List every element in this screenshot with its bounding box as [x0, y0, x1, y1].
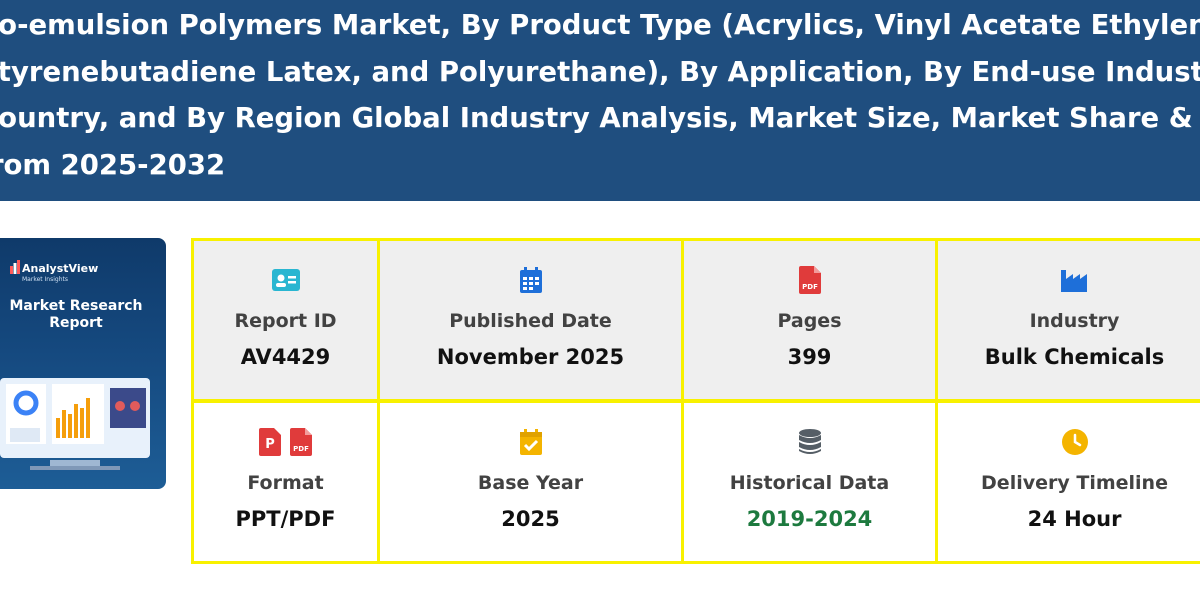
pages-label: Pages: [777, 310, 842, 332]
page-title: Co-emulsion Polymers Market, By Product …: [0, 2, 1200, 188]
published-date-value: November 2025: [436, 345, 625, 369]
analystview-logo-icon: [10, 260, 20, 274]
industry-value: Bulk Chemicals: [984, 345, 1165, 369]
cover-title-line: Report: [49, 315, 103, 331]
svg-text:PDF: PDF: [802, 283, 818, 291]
clock-icon: [1061, 429, 1088, 455]
title-banner: Co-emulsion Polymers Market, By Product …: [0, 0, 1200, 201]
industry-icon: [1060, 270, 1087, 292]
cover-brand-sub: Market Insights: [22, 276, 68, 283]
title-line: from 2025-2032: [0, 148, 226, 181]
pdf-file-icon: PDF: [798, 266, 821, 294]
pages-value: 399: [787, 345, 832, 369]
title-line: Styrenebutadiene Latex, and Polyurethane…: [0, 55, 1200, 88]
info-base-year: Base Year 2025: [380, 403, 681, 561]
cover-brand-name: AnalystView: [22, 262, 99, 275]
title-line: Co-emulsion Polymers Market, By Product …: [0, 9, 1200, 41]
delivery-timeline-value: 24 Hour: [1027, 507, 1122, 531]
cover-title: Market Research Report: [0, 298, 162, 332]
historical-data-label: Historical Data: [729, 472, 890, 494]
info-industry: Industry Bulk Chemicals: [938, 241, 1200, 399]
published-date-label: Published Date: [449, 310, 612, 332]
delivery-timeline-label: Delivery Timeline: [981, 472, 1168, 494]
title-line: Country, and By Region Global Industry A…: [0, 102, 1200, 134]
info-published-date: Published Date November 2025: [380, 241, 681, 399]
info-pages: PDF Pages 399: [684, 241, 935, 399]
format-value: PPT/PDF: [235, 507, 336, 531]
id-card-icon: [271, 269, 300, 291]
database-icon: [798, 429, 821, 454]
pdf-file-icon: PDF: [290, 428, 312, 456]
svg-text:PDF: PDF: [293, 445, 309, 453]
cover-title-line: Market Research: [9, 298, 143, 314]
svg-text:P: P: [265, 437, 275, 452]
ppt-file-icon: P: [259, 428, 281, 456]
base-year-value: 2025: [501, 507, 560, 531]
base-year-label: Base Year: [477, 472, 584, 494]
info-historical-data: Historical Data 2019-2024: [684, 403, 935, 561]
info-delivery-timeline: Delivery Timeline 24 Hour: [938, 403, 1200, 561]
report-cover-image: AnalystView Market Insights Market Resea…: [0, 238, 166, 489]
info-report-id: Report ID AV4429: [194, 241, 377, 399]
cover-brand: AnalystView Market Insights: [22, 262, 98, 283]
calendar-check-icon: [519, 429, 542, 455]
report-id-value: AV4429: [240, 345, 331, 369]
industry-label: Industry: [1029, 310, 1120, 332]
format-label: Format: [247, 472, 324, 494]
report-info-grid: Report ID AV4429 Published Date November…: [191, 238, 1200, 564]
calendar-icon: [519, 267, 542, 293]
info-format: P PDF Format PPT/PDF: [194, 403, 377, 561]
report-id-label: Report ID: [234, 310, 337, 332]
historical-data-value: 2019-2024: [746, 507, 873, 531]
cover-dashboard-illustration: [0, 378, 150, 470]
